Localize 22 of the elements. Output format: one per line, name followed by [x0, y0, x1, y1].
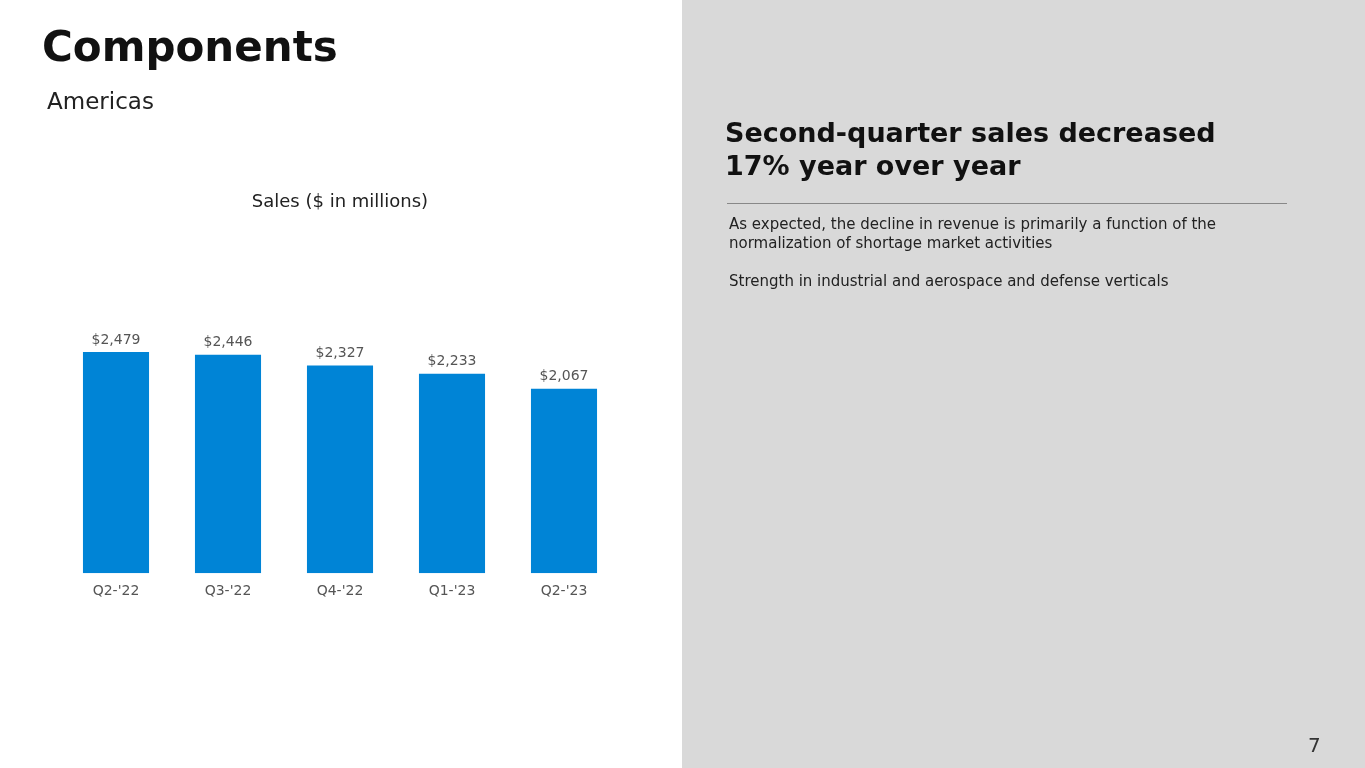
data-label: $2,233 [427, 352, 477, 369]
x-tick-label: Q3-'22 [204, 582, 252, 599]
text: Sales ($ in millions) [250, 190, 430, 211]
text: Second-quarter sales decreased 17% year over year [725, 116, 1217, 182]
bar [418, 373, 486, 574]
data-label: $2,446 [203, 333, 253, 350]
data-label: $2,327 [315, 344, 365, 361]
bar [530, 388, 598, 574]
bar [194, 354, 262, 574]
x-tick-label: Q2-'22 [92, 582, 140, 599]
x-tick-label: Q4-'22 [316, 582, 364, 599]
x-tick-label: Q2-'23 [540, 582, 588, 599]
text: As expected, the decline in revenue is primarily a function of the normalization of shortage market activities [729, 215, 1218, 253]
data-label: $2,479 [91, 330, 141, 347]
bar [306, 365, 374, 574]
data-label: $2,067 [539, 367, 589, 384]
x-tick-label: Q1-'23 [428, 582, 476, 599]
chart-title: Components [42, 22, 338, 71]
bar [82, 351, 150, 574]
text: 7 [1308, 733, 1321, 757]
text: Strength in industrial and aerospace and defense verticals [729, 272, 1170, 290]
chart-subtitle: Americas [47, 88, 154, 114]
